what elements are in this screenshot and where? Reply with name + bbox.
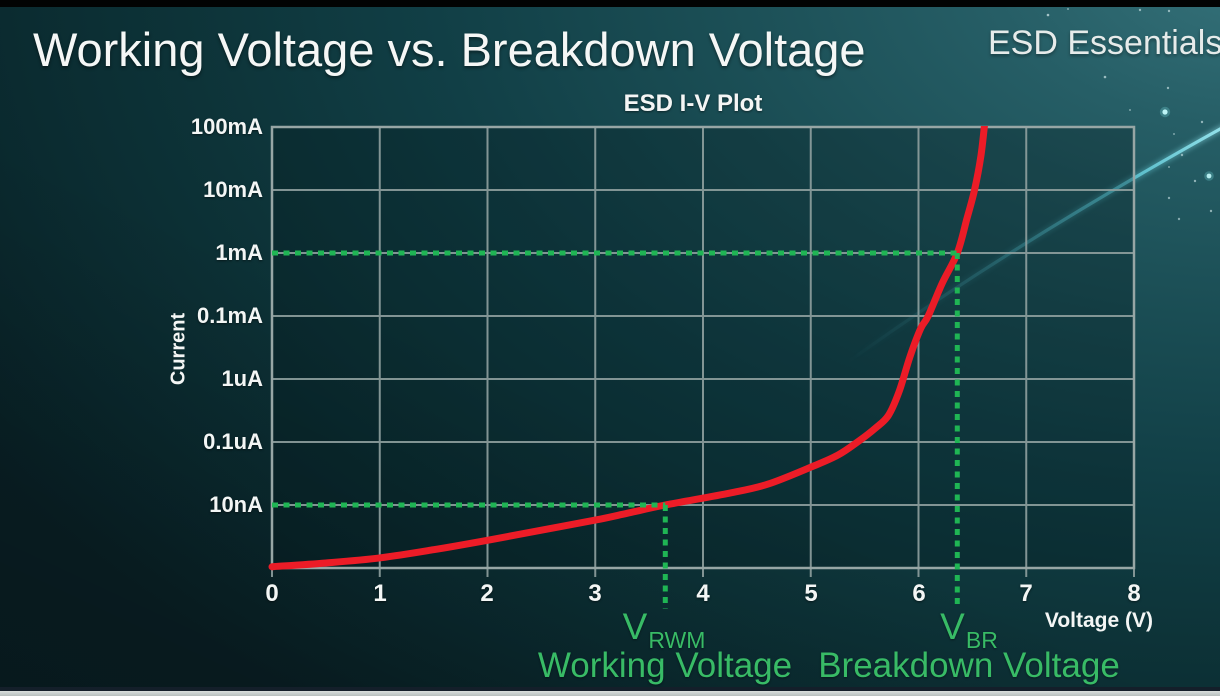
- y-tick-1uA: 1uA: [221, 366, 263, 391]
- v_rwm-guide-lines: [272, 502, 668, 609]
- vrwm-subscript: RWM: [648, 627, 706, 653]
- vbr-symbol: V: [940, 606, 965, 647]
- x-tick-4: 4: [696, 580, 710, 607]
- brand-watermark: ESD Essentials: [988, 24, 1220, 62]
- x-tick-7: 7: [1019, 580, 1033, 607]
- working-voltage-caption: Working Voltage: [537, 646, 793, 685]
- vbr-label: VBR: [940, 606, 998, 653]
- vbr-subscript: BR: [965, 627, 998, 653]
- light-streak: [847, 127, 1220, 364]
- y-tick-0.1mA: 0.1mA: [196, 303, 263, 328]
- vrwm-label: VRWM: [622, 606, 706, 653]
- x-tick-3: 3: [588, 580, 602, 607]
- top-letterbox-bar: [0, 0, 1220, 7]
- y-tick-10mA: 10mA: [203, 177, 263, 202]
- plot-border: [270, 125, 1136, 570]
- y-tick-10nA: 10nA: [209, 492, 263, 517]
- y-tick-100mA: 100mA: [190, 114, 263, 139]
- bottom-dark-bar: [0, 687, 1220, 691]
- bottom-letterbox-bar: [0, 691, 1220, 696]
- x-tick-0: 0: [265, 580, 279, 607]
- y-tick-1mA: 1mA: [215, 240, 263, 265]
- chart-title: ESD I-V Plot: [623, 90, 763, 117]
- x-tick-8: 8: [1127, 580, 1141, 607]
- v_br-guide-lines: [272, 250, 960, 609]
- x-tick-6: 6: [912, 580, 926, 607]
- x-tick-5: 5: [804, 580, 818, 607]
- star-field: [929, 4, 1214, 221]
- page-title: Working Voltage vs. Breakdown Voltage: [33, 23, 866, 76]
- x-axis-title: Voltage (V): [1044, 609, 1153, 632]
- x-tick-1: 1: [373, 580, 387, 607]
- y-tick-0.1uA: 0.1uA: [203, 429, 263, 454]
- breakdown-voltage-caption: Breakdown Voltage: [818, 646, 1120, 685]
- vrwm-symbol: V: [622, 606, 648, 647]
- x-tick-2: 2: [480, 580, 494, 607]
